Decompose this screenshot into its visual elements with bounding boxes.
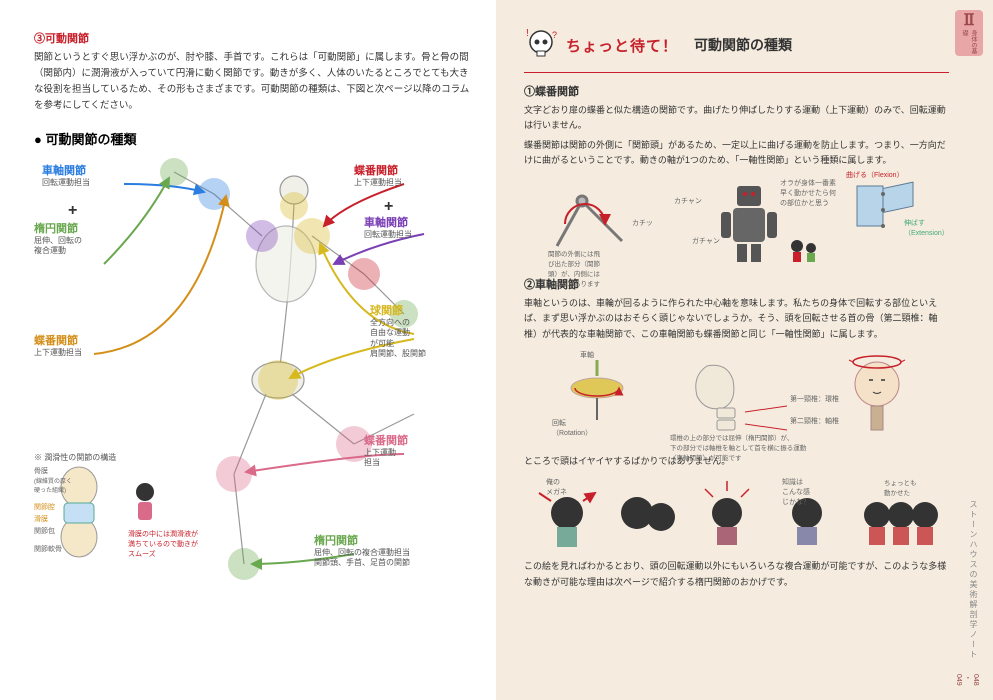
para-conclusion: この絵を見ればわかるとおり、頭の回転運動以外にもいろいろな複合運動が可能ですが、… xyxy=(524,559,949,590)
chapter-tab: Ⅱ 身体の基礎 xyxy=(955,10,983,56)
skeleton-diagram: 車軸関節 回転運動担当 + 楕円関節 屈伸、回転の 複合運動 蝶番関節 上下運動… xyxy=(34,154,472,614)
plus-icon: + xyxy=(384,198,393,216)
spine-title: ストーンハウスの美術解剖学ノート xyxy=(968,500,979,660)
label-ball: 球関節 全方向への 自由な運動 が可能 肩関節、股関節 xyxy=(370,304,426,360)
intro-paragraph: 関節というとすぐ思い浮かぶのが、肘や膝、手首です。これらは「可動関節」に属します… xyxy=(34,50,472,115)
label-hinge-3: 蝶番関節 上下運動 担当 xyxy=(364,434,408,469)
callout-header: ! ? ちょっと待て！ 可動関節の種類 xyxy=(524,28,949,62)
section-number: ③可動関節 xyxy=(34,30,472,46)
para-hinge-2: 蝶番関節は関節の外側に「関節頭」があるため、一定以上に曲げる運動を防止します。つ… xyxy=(524,138,949,169)
label-ellipsoid-2: 楕円関節 屈伸、回転の複合運動担当 関節頭、手首、足首の関節 xyxy=(314,534,410,569)
skull-icon: ! ? xyxy=(524,28,558,62)
hinge-illustration: 曲げる（Flexion） 伸ばす （Extension） オラが身体一番素 早く… xyxy=(524,176,949,266)
pivot-illustration: 車軸 回転 （Rotation） 第一頸椎：環椎 第二頸椎：軸椎 環椎の上の部分… xyxy=(524,350,949,446)
para-hinge-1: 文字どおり扉の蝶番と似た構造の関節です。曲げたり伸ばしたりする運動（上下運動）の… xyxy=(524,103,949,134)
label-pivot-2: 車軸関節 回転運動担当 xyxy=(364,216,412,241)
svg-text:?: ? xyxy=(552,30,557,40)
label-ellipsoid-1: 楕円関節 屈伸、回転の 複合運動 xyxy=(34,222,82,257)
child-cartoon-icon xyxy=(128,480,162,524)
page-left: ③可動関節 関節というとすぐ思い浮かぶのが、肘や膝、手首です。これらは「可動関節… xyxy=(0,0,496,700)
page-numbers: 048 ・ 049 xyxy=(955,674,979,686)
plus-icon: + xyxy=(68,202,77,220)
svg-text:!: ! xyxy=(526,28,529,39)
heads-illustration: 俺の メガネ 知識は こんな感 じかな？ ちょっとも 動かせた xyxy=(524,477,949,551)
label-hinge-2: 蝶番関節 上下運動担当 xyxy=(354,164,402,189)
label-hinge-1: 蝶番関節 上下運動担当 xyxy=(34,334,82,359)
label-pivot-1: 車軸関節 回転運動担当 xyxy=(42,164,90,189)
heading-hinge: ①蝶番関節 xyxy=(524,83,949,99)
page-right: Ⅱ 身体の基礎 ! ? ちょっと待て！ 可動関節の種類 ①蝶番関節 文字どおり扉… xyxy=(496,0,993,700)
para-pivot: 車軸というのは、車輪が回るように作られた中心軸を意味します。私たちの身体で回転す… xyxy=(524,296,949,342)
knee-footnote: ※ 潤滑性の関節の構造 骨膜 (線維質の厚く 硬った組織) 関節腔 滑膜 関節包… xyxy=(34,444,214,568)
diagram-heading: ● 可動関節の種類 xyxy=(34,129,472,148)
